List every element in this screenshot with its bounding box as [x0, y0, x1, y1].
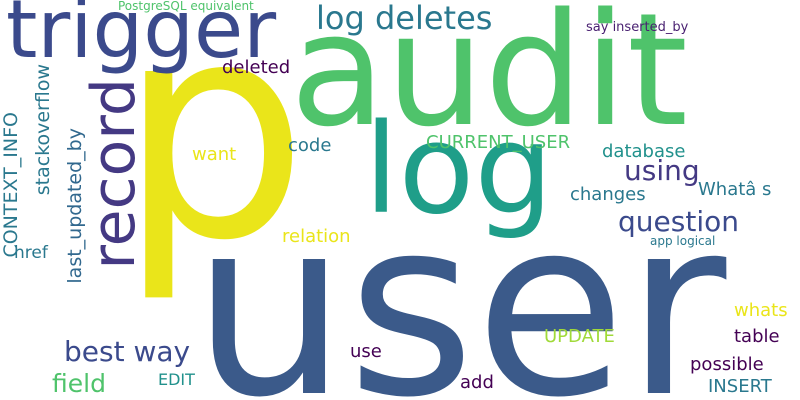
- word-database: database: [602, 141, 686, 162]
- word-use: use: [350, 341, 382, 362]
- word-using: using: [624, 154, 700, 187]
- word-href: href: [14, 243, 48, 263]
- word-whats: whats: [734, 300, 788, 321]
- word-app-logical: app logical: [650, 234, 716, 248]
- word-user: user: [192, 166, 727, 400]
- word-stackoverflow: stackoverflow: [32, 64, 54, 196]
- word-postgresql-equivalent: PostgreSQL equivalent: [118, 0, 254, 13]
- word-deleted: deleted: [222, 57, 291, 78]
- word-record: record: [79, 78, 149, 270]
- word-say-inserted-by: say inserted_by: [586, 20, 689, 35]
- word-best-way: best way: [64, 335, 191, 368]
- word-edit: EDIT: [158, 370, 195, 389]
- word-context-info: CONTEXT_INFO: [0, 112, 22, 258]
- word-last-updated-by: last_updated_by: [64, 128, 86, 284]
- word-log: log: [364, 98, 554, 242]
- word-insert: INSERT: [708, 376, 772, 397]
- word-update: UPDATE: [544, 326, 615, 347]
- word-possible: possible: [690, 354, 764, 375]
- word-field: field: [52, 369, 106, 398]
- word-p: p: [118, 0, 309, 306]
- word-relation: relation: [282, 226, 351, 247]
- word-current-user: CURRENT_USER: [426, 132, 571, 153]
- word-trigger: trigger: [6, 0, 277, 76]
- word-audit: audit: [290, 0, 688, 161]
- word-table: table: [734, 326, 780, 347]
- word-whats-s: Whatâ s: [698, 179, 772, 200]
- word-question: question: [618, 205, 739, 238]
- word-want: want: [192, 144, 237, 165]
- word-changes: changes: [570, 184, 646, 205]
- word-code: code: [288, 135, 332, 156]
- word-add: add: [460, 372, 494, 393]
- word-log-deletes: log deletes: [316, 0, 493, 37]
